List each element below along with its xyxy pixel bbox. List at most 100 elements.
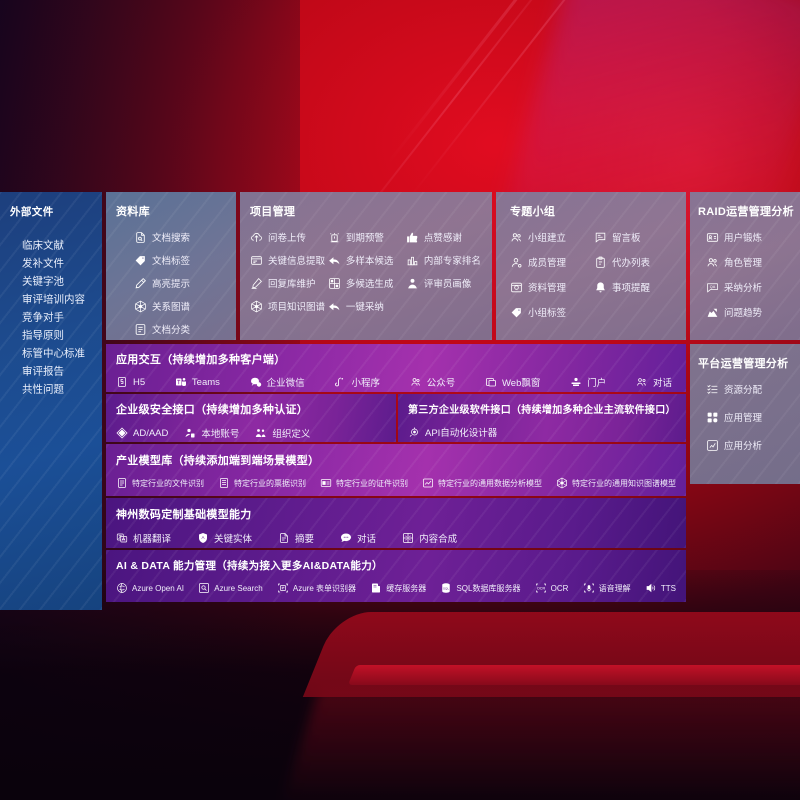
item-adoption-analysis[interactable]: QA 采纳分析 <box>706 280 794 294</box>
item-group-tag[interactable]: 小组标签 <box>510 305 594 319</box>
background-shape-bar <box>347 665 800 685</box>
item-member-management[interactable]: 成员管理 <box>510 255 594 269</box>
item-tts[interactable]: TTS <box>645 582 676 594</box>
item-receipt-recognition[interactable]: 特定行业的票据识别 <box>218 477 306 489</box>
item-web-float-window[interactable]: Web飘窗 <box>485 375 540 389</box>
speech-icon <box>583 582 595 594</box>
sidebar-item-jingzheng[interactable]: 竞争对手 <box>10 307 94 325</box>
item-summary[interactable]: 摘要 <box>278 531 314 545</box>
item-reviewer-portrait[interactable]: 评审员画像 <box>406 276 484 290</box>
item-one-click-adopt[interactable]: 一键采纳 <box>328 299 406 313</box>
item-due-alert[interactable]: 到期预警 <box>328 230 406 244</box>
item-key-info-extract[interactable]: 关键信息提取 <box>250 253 328 267</box>
item-message-board[interactable]: 留言板 <box>594 230 678 244</box>
item-form-recognizer[interactable]: Azure 表单识别器 <box>277 582 356 594</box>
item-label: 问题趋势 <box>724 308 763 319</box>
item-id-recognition[interactable]: 特定行业的证件识别 <box>320 477 408 489</box>
row-items: H5 Teams 企业微信 小程序 公众号 Web飘窗 <box>116 375 676 389</box>
item-org-define[interactable]: 组织定义 <box>255 426 310 440</box>
item-chat[interactable]: 对话 <box>340 531 376 545</box>
item-internal-expert-rank[interactable]: 内部专家排名 <box>406 253 484 267</box>
item-label: Web飘窗 <box>502 378 541 389</box>
item-questionnaire-upload[interactable]: 问卷上传 <box>250 230 328 244</box>
item-reply-library[interactable]: 回复库维护 <box>250 276 328 290</box>
item-label: 摘要 <box>295 534 315 545</box>
item-role-management[interactable]: 角色管理 <box>706 255 794 269</box>
row-title: 应用交互（持续增加多种客户端） <box>116 354 286 366</box>
item-label: 回复库维护 <box>268 279 316 290</box>
item-ad-aad[interactable]: AD/AAD <box>116 426 168 440</box>
item-group-create[interactable]: 小组建立 <box>510 230 594 244</box>
item-api-designer[interactable]: API自动化设计器 <box>408 425 497 439</box>
item-content-synthesis[interactable]: 内容合成 <box>402 531 457 545</box>
item-h5[interactable]: H5 <box>116 375 145 389</box>
item-local-account[interactable]: 本地账号 <box>184 426 239 440</box>
sidebar-item-biaoguan[interactable]: 标管中心标准 <box>10 343 94 361</box>
item-resource-allocation[interactable]: 资源分配 <box>706 382 794 396</box>
sidebar-item-fabu[interactable]: 发补文件 <box>10 253 94 271</box>
item-label: 到期预警 <box>345 233 384 244</box>
item-ocr[interactable]: OCR OCR <box>535 582 569 594</box>
panel-title: 专题小组 <box>510 206 556 218</box>
item-label: 内部专家排名 <box>423 256 481 267</box>
sidebar-item-linchuang[interactable]: 临床文献 <box>10 235 94 253</box>
data-analysis-icon <box>422 477 434 489</box>
item-label: 组织定义 <box>272 429 311 440</box>
item-key-entity[interactable]: A 关键实体 <box>197 531 252 545</box>
item-app-analysis[interactable]: 应用分析 <box>706 438 794 452</box>
item-portal[interactable]: 门户 <box>570 375 606 389</box>
item-relation-graph[interactable]: 关系图谱 <box>134 299 228 313</box>
item-wechat-work[interactable]: 企业微信 <box>250 375 305 389</box>
item-thanks-like[interactable]: 点赞感谢 <box>406 230 484 244</box>
item-official-account[interactable]: 公众号 <box>410 375 455 389</box>
entity-shield-icon: A <box>197 532 209 544</box>
item-event-reminder[interactable]: 事项提醒 <box>594 280 678 294</box>
item-app-management[interactable]: 应用管理 <box>706 410 794 424</box>
sidebar-item-gongxing[interactable]: 共性问题 <box>10 379 94 397</box>
item-doc-search[interactable]: 文档搜索 <box>134 230 228 244</box>
item-multi-sample-candidate[interactable]: 多样本候选 <box>328 253 406 267</box>
row-third-party-interface: 第三方企业级软件接口（持续增加多种企业主流软件接口） API自动化设计器 <box>398 394 686 442</box>
panel-raid-analysis: RAID运营管理分析 用户锻炼 角色管理 QA 采纳分析 问题趋势 <box>690 192 800 340</box>
item-material-management[interactable]: 资料管理 <box>510 280 594 294</box>
item-label: OCR <box>550 583 569 593</box>
svg-text:A: A <box>202 535 205 540</box>
item-teams[interactable]: Teams <box>175 375 220 389</box>
item-todo-list[interactable]: 代办列表 <box>594 255 678 269</box>
item-cache-server[interactable]: 缓存服务器 <box>370 582 426 594</box>
item-multi-candidate-gen[interactable]: 多候选生成 <box>328 276 406 290</box>
item-file-recognition[interactable]: 特定行业的文件识别 <box>116 477 204 489</box>
item-label: 用户锻炼 <box>724 233 763 244</box>
item-label: 关系图谱 <box>152 302 191 313</box>
item-azure-search[interactable]: Azure Search <box>198 582 263 594</box>
item-miniprogram[interactable]: 小程序 <box>334 375 380 389</box>
ad-diamond-icon <box>116 427 128 439</box>
item-data-analysis-model[interactable]: 特定行业的通用数据分析模型 <box>422 477 542 489</box>
row-security-interface: 企业级安全接口（持续增加多种认证） AD/AAD 本地账号 组织定义 <box>106 394 396 442</box>
item-label: 特定行业的通用知识图谱模型 <box>572 478 676 488</box>
item-knowledge-graph-model[interactable]: 特定行业的通用知识图谱模型 <box>556 477 676 489</box>
alarm-icon <box>328 231 341 244</box>
item-speech-understanding[interactable]: 语音理解 <box>583 582 631 594</box>
item-machine-translation[interactable]: 机器翻译 <box>116 531 171 545</box>
sidebar-item-baogao[interactable]: 审评报告 <box>10 361 94 379</box>
sidebar-title: 外部文件 <box>10 206 54 218</box>
row-industry-models: 产业模型库（持续添加端到端场景模型） 特定行业的文件识别 特定行业的票据识别 特… <box>106 444 686 496</box>
item-doc-tag[interactable]: 文档标签 <box>134 253 228 267</box>
item-label: 对话 <box>357 534 377 545</box>
row-items: API自动化设计器 <box>408 425 678 439</box>
tts-icon <box>645 582 657 594</box>
item-project-knowledge-graph[interactable]: 项目知识图谱 <box>250 299 328 313</box>
item-sql-database-server[interactable]: SQL SQL数据库服务器 <box>440 582 520 594</box>
sidebar-item-guanjianzi[interactable]: 关键字池 <box>10 271 94 289</box>
item-issue-trend[interactable]: 问题趋势 <box>706 305 794 319</box>
item-azure-open-ai[interactable]: Azure Open AI <box>116 582 184 594</box>
item-dialog[interactable]: 对话 <box>636 375 672 389</box>
item-label: 应用管理 <box>724 413 763 424</box>
sidebar-item-shenping-peixun[interactable]: 审评培训内容 <box>10 289 94 307</box>
graph-network-icon <box>134 300 147 313</box>
item-user-training[interactable]: 用户锻炼 <box>706 230 794 244</box>
sidebar-item-zhidao[interactable]: 指导原则 <box>10 325 94 343</box>
item-highlight[interactable]: 高亮提示 <box>134 276 228 290</box>
item-doc-category[interactable]: 文档分类 <box>134 322 228 336</box>
